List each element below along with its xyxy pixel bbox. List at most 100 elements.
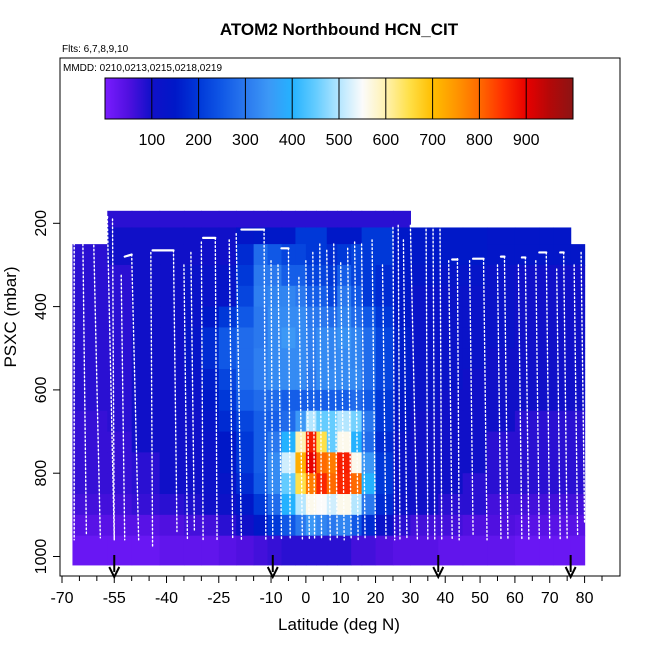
heatmap-cell: [72, 389, 108, 412]
flight-profile-trace: [287, 247, 291, 541]
heatmap-cell: [107, 264, 133, 287]
heatmap-cell: [218, 535, 237, 566]
heatmap-cell: [267, 473, 283, 495]
heatmap-cell: [514, 535, 540, 566]
heatmap-cell: [305, 369, 317, 391]
heatmap-cell: [539, 494, 554, 516]
heatmap-cell: [201, 389, 220, 412]
heatmap-cell: [326, 210, 338, 229]
heatmap-cell: [539, 535, 554, 566]
heatmap-cell: [438, 452, 464, 474]
heatmap-cell: [487, 431, 516, 453]
heatmap-cell: [316, 452, 328, 474]
heatmap-cell: [553, 306, 572, 329]
flight-profile-trace: [496, 264, 502, 541]
flight-profile-trace: [580, 251, 586, 524]
heatmap-cell: [410, 227, 439, 245]
heatmap-cell: [570, 306, 586, 329]
colorbar-tick-label: 900: [513, 132, 540, 149]
heatmap-cell: [159, 535, 185, 566]
heatmap-cell: [326, 473, 338, 495]
heatmap-cell: [553, 327, 572, 349]
heatmap-cell: [159, 348, 185, 370]
heatmap-cell: [159, 264, 185, 287]
heatmap-cell: [410, 473, 439, 495]
heatmap-cell: [392, 410, 411, 433]
heatmap-cell: [570, 264, 586, 287]
heatmap-cell: [462, 264, 488, 287]
heatmap-cell: [438, 327, 464, 349]
heatmap-cell: [438, 264, 464, 287]
heatmap-cell: [487, 410, 516, 433]
heatmap-cell: [305, 264, 317, 287]
flight-profile-trace: [190, 251, 196, 533]
heatmap-cell: [462, 227, 488, 245]
flight-profile-trace: [556, 268, 561, 541]
heatmap-cell: [392, 210, 411, 229]
heatmap-cell: [281, 473, 297, 495]
flight-profile-trace: [402, 239, 408, 541]
heatmap-cell: [361, 306, 377, 329]
heatmap-cell: [267, 494, 283, 516]
heatmap-cell: [131, 535, 161, 566]
heatmap-cell: [131, 410, 161, 433]
heatmap-cell: [570, 285, 586, 308]
heatmap-cell: [375, 514, 394, 537]
flight-profile-trace: [333, 243, 338, 541]
heatmap-cell: [183, 535, 202, 566]
heatmap-cell: [253, 535, 269, 566]
heatmap-cell: [570, 389, 586, 412]
heatmap-cell: [236, 369, 255, 391]
flight-profile-trace: [346, 247, 352, 541]
heatmap-cell: [253, 264, 269, 287]
heatmap-cell: [570, 369, 586, 391]
heatmap-cell: [553, 431, 572, 453]
heatmap-cell: [72, 264, 108, 287]
flight-profile-trace: [340, 262, 345, 541]
heatmap-cell: [183, 285, 202, 308]
heatmap-cell: [183, 514, 202, 537]
heatmap-cell: [253, 389, 269, 412]
heatmap-cell: [236, 348, 255, 370]
heatmap-cell: [72, 369, 108, 391]
heatmap-cell: [410, 410, 439, 433]
heatmap-cell: [326, 327, 338, 349]
heatmap-cell: [267, 264, 283, 287]
heatmap-cell: [295, 327, 307, 349]
heatmap-cell: [236, 494, 255, 516]
heatmap-cell: [326, 369, 338, 391]
x-tick-label: 30: [401, 590, 419, 607]
heatmap-cell: [539, 227, 554, 245]
heatmap-cell: [159, 285, 185, 308]
heatmap-cell: [236, 514, 255, 537]
colorbar-tick-labels: 100 200 300 400 500 600 700 800 900: [138, 132, 539, 149]
heatmap-cell: [462, 473, 488, 495]
heatmap-cell: [351, 306, 363, 329]
heatmap-cell: [361, 452, 377, 474]
heatmap-cell: [267, 389, 283, 412]
heatmap-cell: [375, 227, 394, 245]
heatmap-cell: [553, 227, 572, 245]
heatmap-cell: [305, 452, 317, 474]
x-tick-label: -55: [103, 590, 126, 607]
x-tick-label: 20: [367, 590, 385, 607]
heatmap-cell: [253, 431, 269, 453]
heatmap-cell: [183, 306, 202, 329]
arrow-down-icon: [266, 566, 279, 580]
heatmap-cell: [553, 264, 572, 287]
flight-profile-trace: [503, 255, 509, 541]
flight-profile-trace: [456, 258, 460, 541]
heatmap-cell: [305, 410, 317, 433]
heatmap-cell: [438, 473, 464, 495]
heatmap-cell: [539, 452, 554, 474]
y-axis-label: PSXC (mbar): [1, 266, 20, 367]
heatmap-cell: [410, 348, 439, 370]
heatmap-cell: [337, 306, 352, 329]
heatmap-cell: [218, 264, 237, 287]
heatmap-cell: [253, 210, 269, 229]
heatmap-cell: [337, 327, 352, 349]
heatmap-cell: [253, 306, 269, 329]
heatmap-cell: [218, 389, 237, 412]
heatmap-cell: [253, 327, 269, 349]
heatmap-cell: [305, 535, 317, 566]
